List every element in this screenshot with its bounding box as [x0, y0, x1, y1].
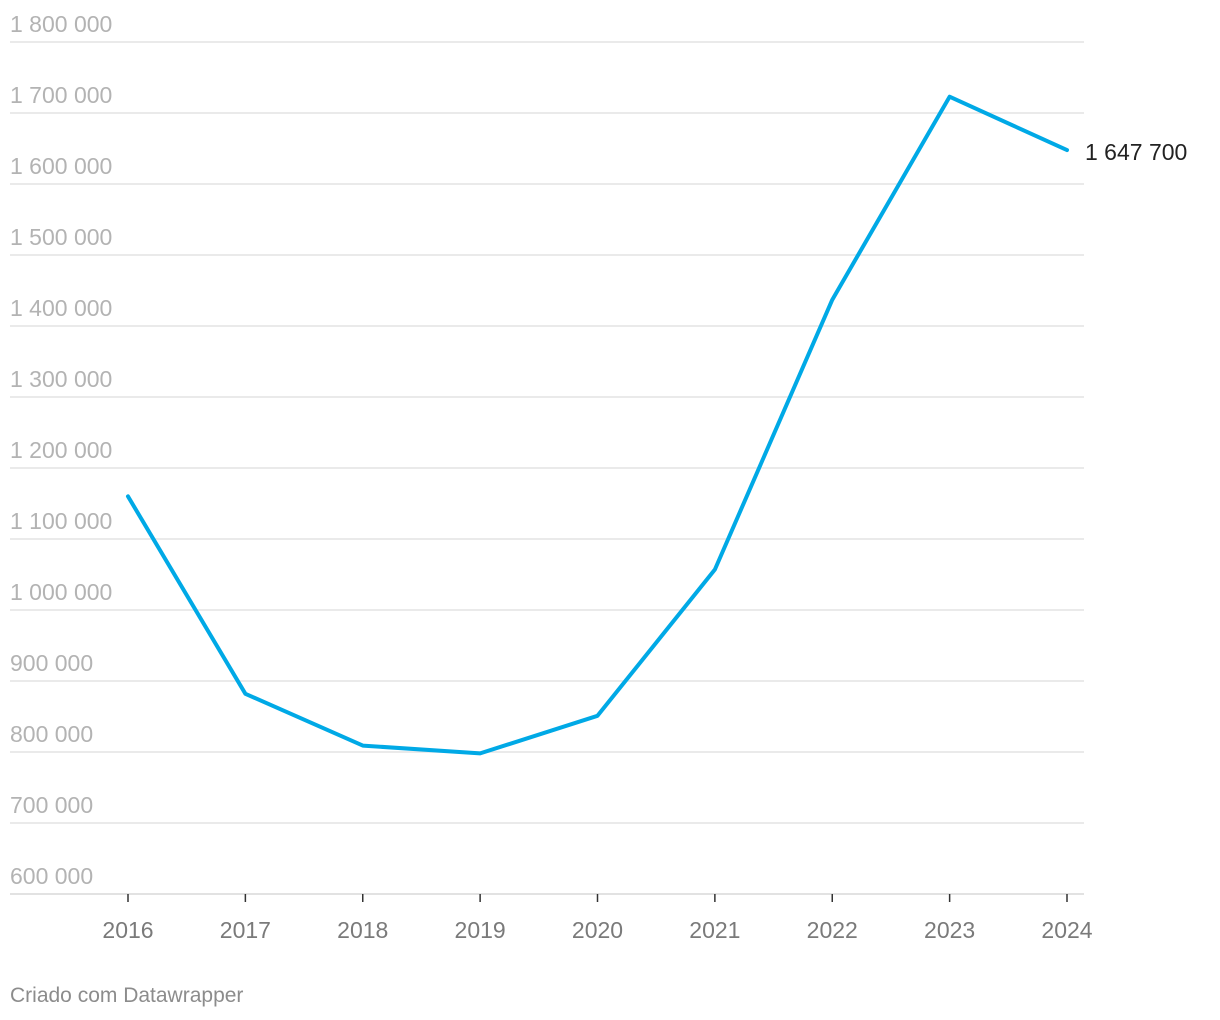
end-value-label: 1 647 700: [1085, 139, 1187, 165]
data-labels: 1 647 700: [1085, 139, 1187, 165]
y-tick-label: 800 000: [10, 721, 93, 747]
y-tick-label: 1 100 000: [10, 508, 112, 534]
y-tick-label: 900 000: [10, 650, 93, 676]
y-tick-label: 600 000: [10, 863, 93, 889]
series-layer: [126, 94, 1069, 756]
y-tick-label: 1 700 000: [10, 82, 112, 108]
x-tick-label: 2021: [689, 917, 740, 943]
y-tick-label: 1 500 000: [10, 224, 112, 250]
y-tick-label: 1 600 000: [10, 153, 112, 179]
x-tick-label: 2023: [924, 917, 975, 943]
y-axis-tick-labels: 1 800 000 1 700 000 1 600 000 1 500 000 1 40…: [10, 11, 112, 889]
y-tick-label: 1 400 000: [10, 295, 112, 321]
series-line: [126, 94, 1069, 756]
x-tick-label: 2024: [1041, 917, 1092, 943]
x-tick-label: 2022: [807, 917, 858, 943]
x-tick-label: 2018: [337, 917, 388, 943]
x-tick-label: 2020: [572, 917, 623, 943]
x-tick-label: 2017: [220, 917, 271, 943]
y-tick-label: 1 800 000: [10, 11, 112, 37]
x-tick-label: 2019: [455, 917, 506, 943]
y-tick-label: 700 000: [10, 792, 93, 818]
y-tick-label: 1 000 000: [10, 579, 112, 605]
x-tick-label: 2016: [102, 917, 153, 943]
gridlines: [10, 41, 1084, 895]
y-tick-label: 1 200 000: [10, 437, 112, 463]
x-axis: 2016 2017 2018 2019 2020 2021 2022 2023 2024: [102, 894, 1093, 943]
footer-credit: Criado com Datawrapper: [10, 984, 244, 1007]
y-tick-label: 1 300 000: [10, 366, 112, 392]
